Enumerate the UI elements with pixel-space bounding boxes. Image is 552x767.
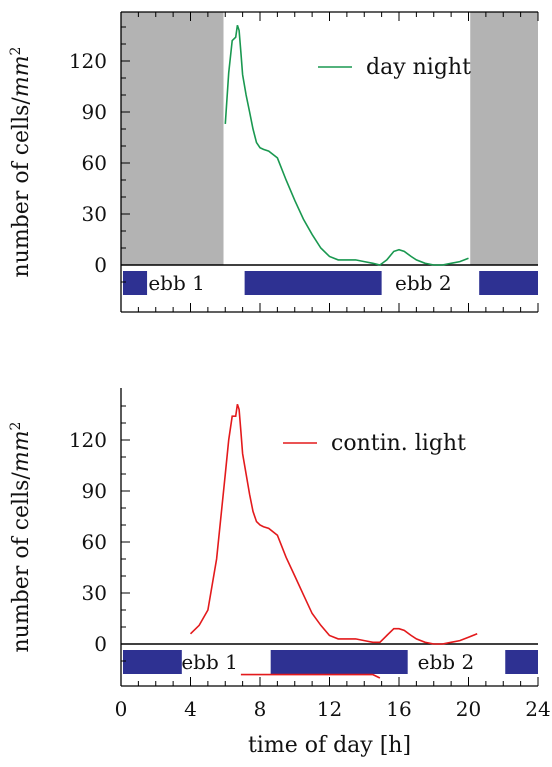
- y-ticks-group: 0 30 60 90 120: [69, 26, 130, 283]
- x-tick-label: 24: [525, 697, 550, 721]
- y-label-exponent: 2: [8, 47, 24, 56]
- panel-day-night: 0 30 60 90 120 ebb 1 ebb 2 day night number o…: [8, 11, 539, 313]
- ebb-label-1: ebb 1: [148, 271, 205, 295]
- series-line-0: [224, 25, 469, 266]
- axes-frame: [120, 388, 538, 687]
- y-label-unit: mm: [9, 55, 34, 97]
- x-tick-label: 0: [115, 697, 128, 721]
- axes-frame: [120, 11, 538, 313]
- x-tick-label: 20: [456, 697, 481, 721]
- y-label-unit: mm: [9, 430, 34, 472]
- series-group: [224, 25, 469, 266]
- legend: day night: [318, 55, 471, 80]
- ebb-bar-2: [505, 650, 538, 674]
- night-shading-0: [121, 12, 224, 265]
- legend: contin. light: [283, 431, 466, 456]
- ebb-bars-group: [123, 271, 538, 295]
- y-label-text: number of cells/: [9, 472, 34, 653]
- ebb-labels-group: ebb 1 ebb 2: [148, 271, 451, 295]
- ebb-label-1: ebb 1: [181, 650, 238, 674]
- y-tick-label: 60: [82, 530, 107, 554]
- y-tick-label: 120: [69, 428, 107, 452]
- x-tick-label: 12: [317, 697, 342, 721]
- ebb-label-2: ebb 2: [418, 650, 475, 674]
- panel-contin-light: 0 30 60 90 120 0 4 8 12 16 20 24 ebb 1 ebb 2 contin…: [8, 388, 551, 758]
- y-tick-label: 30: [82, 581, 107, 605]
- y-tick-label: 90: [82, 479, 107, 503]
- y-label-exponent: 2: [8, 422, 24, 431]
- y-tick-label: 60: [82, 151, 107, 175]
- legend-label-day-night: day night: [366, 55, 471, 80]
- night-shading-1: [470, 12, 538, 265]
- x-tick-label: 4: [184, 697, 197, 721]
- y-ticks-group: 0 30 60 90 120: [69, 405, 130, 662]
- x-tick-label: 8: [254, 697, 267, 721]
- ebb-bar-1: [244, 271, 382, 295]
- y-label-text: number of cells/: [9, 97, 34, 278]
- ebb-bar-1: [270, 650, 408, 674]
- ebb-bars-group: [123, 650, 538, 674]
- y-tick-label: 0: [94, 253, 107, 277]
- ebb-bar-2: [479, 271, 538, 295]
- legend-label-contin-light: contin. light: [331, 431, 466, 456]
- x-ticks-group: 0 4 8 12 16 20 24: [115, 677, 551, 721]
- y-tick-label: 90: [82, 100, 107, 124]
- y-tick-label: 0: [94, 632, 107, 656]
- ebb-bar-0: [123, 650, 182, 674]
- y-tick-label: 120: [69, 49, 107, 73]
- y-tick-label: 30: [82, 202, 107, 226]
- series-group: [189, 404, 478, 679]
- series-line-1: [240, 673, 381, 679]
- ebb-labels-group: ebb 1 ebb 2: [181, 650, 474, 674]
- y-axis-label: number of cells/mm2: [8, 422, 34, 653]
- night-shading-group: [121, 12, 538, 265]
- series-line-0: [189, 404, 478, 645]
- ebb-bar-0: [123, 271, 148, 295]
- x-tick-label: 16: [386, 697, 411, 721]
- x-axis-label: time of day [h]: [248, 733, 411, 758]
- y-axis-label: number of cells/mm2: [8, 47, 34, 278]
- ebb-label-2: ebb 2: [395, 271, 452, 295]
